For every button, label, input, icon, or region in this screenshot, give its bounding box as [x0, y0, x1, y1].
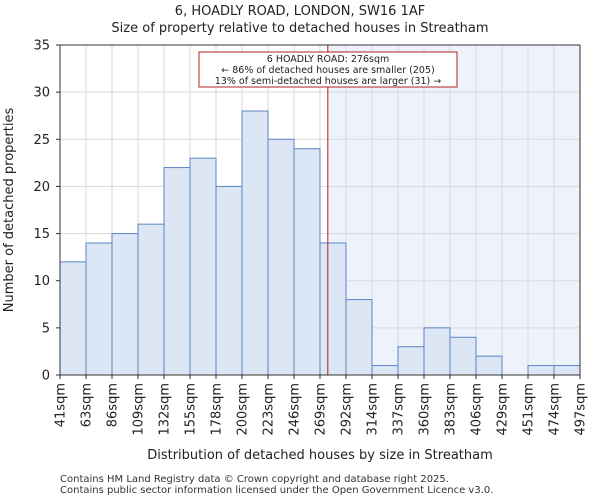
x-tick-label: 314sqm: [366, 383, 381, 436]
y-tick-label: 10: [33, 274, 50, 289]
bar-292sqm: [345, 299, 373, 376]
bar-132sqm: [163, 167, 191, 376]
bar-86sqm: [111, 233, 139, 376]
annotation-line-2: ← 86% of detached houses are smaller (20…: [221, 65, 434, 76]
x-ticks: 41sqm 63sqm 86sqm 109sqm 132sqm 155sqm 178sqm 2…: [54, 375, 589, 436]
bar-178sqm: [215, 185, 243, 376]
bar-41sqm: [59, 261, 87, 376]
annotation-border: [198, 51, 458, 88]
annotation-box: 6 HOADLY ROAD: 276sqm ← 86% of detached …: [198, 51, 458, 88]
x-tick-label: 109sqm: [132, 383, 147, 436]
y-tick-label: 15: [33, 227, 50, 242]
x-tick-label: 155sqm: [184, 383, 199, 436]
x-tick-label: 132sqm: [158, 383, 173, 436]
x-tick-label: 360sqm: [418, 383, 433, 436]
bar-269sqm: [319, 242, 347, 376]
bar-246sqm: [293, 148, 321, 376]
x-tick-label: 223sqm: [262, 383, 277, 436]
x-tick-label: 86sqm: [106, 383, 121, 427]
x-tick-label: 41sqm: [54, 383, 69, 427]
x-tick-label: 497sqm: [574, 383, 589, 436]
bar-406sqm: [475, 355, 503, 376]
x-tick-label: 337sqm: [392, 383, 407, 436]
footer-line-2: Contains public sector information licen…: [60, 485, 494, 496]
bar-314sqm: [371, 365, 399, 376]
x-tick-label: 269sqm: [314, 383, 329, 436]
bar-155sqm: [189, 157, 217, 376]
bar-451sqm: [527, 365, 555, 376]
y-tick-label: 35: [33, 39, 50, 54]
y-tick-label: 0: [42, 369, 50, 384]
x-tick-label: 383sqm: [444, 383, 459, 436]
x-tick-label: 63sqm: [80, 383, 95, 427]
x-tick-label: 406sqm: [470, 383, 485, 436]
x-tick-label: 200sqm: [236, 383, 251, 436]
annotation-line-1: 6 HOADLY ROAD: 276sqm: [267, 54, 390, 65]
bar-223sqm: [267, 138, 295, 376]
bars: [59, 110, 581, 376]
bar-474sqm: [553, 365, 581, 376]
x-axis-label: Distribution of detached houses by size …: [147, 448, 493, 463]
x-tick-label: 429sqm: [496, 383, 511, 436]
x-tick-label: 451sqm: [522, 383, 537, 436]
footer-line-1: Contains HM Land Registry data © Crown c…: [60, 474, 449, 485]
annotation-line-3: 13% of semi-detached houses are larger (…: [215, 76, 442, 87]
chart-title: 6, HOADLY ROAD, LONDON, SW16 1AF: [174, 4, 426, 19]
x-tick-label: 292sqm: [340, 383, 355, 436]
bar-63sqm: [85, 242, 113, 376]
bar-109sqm: [137, 223, 165, 376]
chart-area: 0 5 10 15 20 25 30 35 41sqm 63sqm 86sqm 109sqm 132s…: [2, 39, 589, 464]
bar-383sqm: [449, 336, 477, 376]
y-tick-label: 20: [33, 180, 50, 195]
x-tick-label: 474sqm: [548, 383, 563, 436]
x-tick-label: 178sqm: [210, 383, 225, 436]
y-axis-label: Number of detached properties: [2, 108, 17, 313]
y-tick-label: 30: [33, 86, 50, 101]
bar-200sqm: [241, 110, 269, 376]
x-tick-label: 246sqm: [288, 383, 303, 436]
bar-337sqm: [397, 346, 425, 376]
y-tick-label: 5: [42, 321, 50, 336]
y-tick-label: 25: [33, 133, 50, 148]
chart-subtitle: Size of property relative to detached ho…: [111, 21, 489, 36]
y-ticks: 0 5 10 15 20 25 30 35: [33, 39, 60, 384]
bar-360sqm: [423, 327, 451, 376]
